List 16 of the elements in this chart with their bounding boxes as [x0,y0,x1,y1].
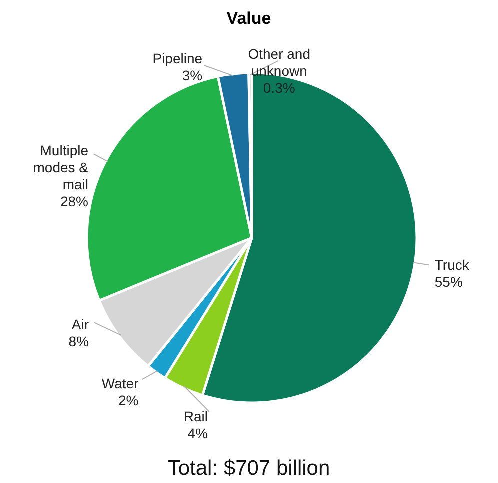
data-label: 28% [60,193,89,210]
data-label: 4% [188,426,208,442]
data-label: 2% [118,392,139,408]
chart-title: Value [226,9,272,28]
data-label: 55% [434,274,463,290]
slice-label: Truck [434,256,470,273]
slice-label: Rail [184,408,208,425]
data-label: 3% [182,68,203,84]
slice-label: Water [102,375,140,392]
slice-label: Other and unknown [248,46,310,80]
slice-label: Air [72,316,90,333]
data-label: 8% [68,334,90,350]
text: Total: $707 billion [168,457,330,480]
data-label: 0.3% [263,80,296,96]
slice-label: Multiple modes & mail [33,142,90,192]
slice-label: Pipeline [152,50,203,67]
